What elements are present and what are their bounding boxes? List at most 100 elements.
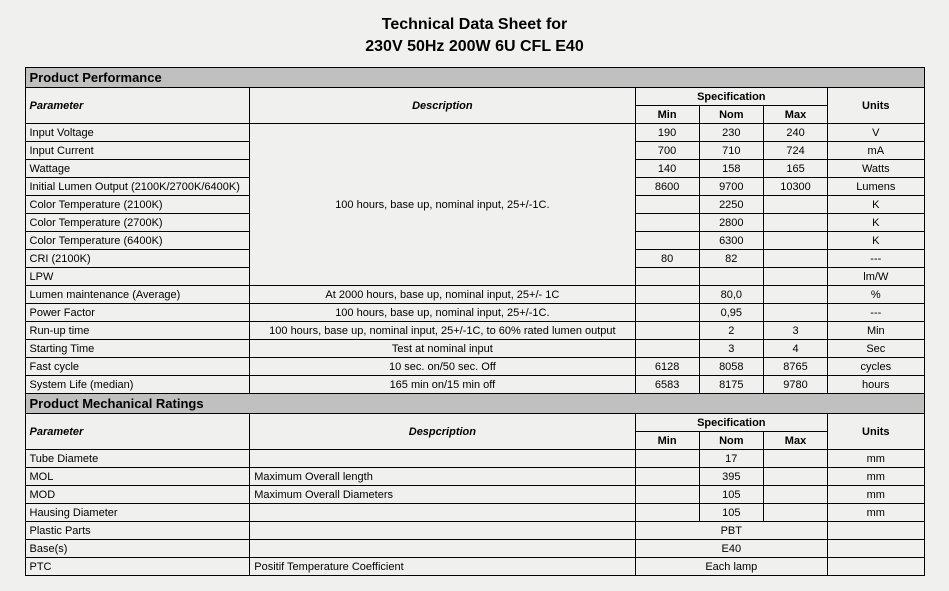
cell-desc: Maximum Overall length xyxy=(250,468,635,486)
cell-nom: 158 xyxy=(699,160,763,178)
table-row: Plastic PartsPBT xyxy=(25,522,924,540)
table-row: Run-up time100 hours, base up, nominal i… xyxy=(25,322,924,340)
cell-min xyxy=(635,340,699,358)
cell-units xyxy=(828,540,924,558)
cell-param: CRI (2100K) xyxy=(25,250,250,268)
data-sheet: Technical Data Sheet for 230V 50Hz 200W … xyxy=(25,10,925,576)
cell-min xyxy=(635,486,699,504)
cell-max xyxy=(763,286,827,304)
cell-desc: 100 hours, base up, nominal input, 25+/-… xyxy=(250,322,635,340)
cell-max: 240 xyxy=(763,124,827,142)
cell-param: PTC xyxy=(25,558,250,576)
header-row-1: ParameterDescriptionSpecificationUnits xyxy=(25,88,924,106)
cell-nom: 2800 xyxy=(699,214,763,232)
cell-param: Plastic Parts xyxy=(25,522,250,540)
col-specification: Specification xyxy=(635,88,828,106)
cell-min xyxy=(635,468,699,486)
cell-units: --- xyxy=(828,250,924,268)
cell-min: 8600 xyxy=(635,178,699,196)
col-units: Units xyxy=(828,414,924,450)
cell-max: 8765 xyxy=(763,358,827,376)
cell-desc: 165 min on/15 min off xyxy=(250,376,635,394)
cell-min: 6128 xyxy=(635,358,699,376)
cell-desc: 10 sec. on/50 sec. Off xyxy=(250,358,635,376)
cell-max: 4 xyxy=(763,340,827,358)
col-description: Despcription xyxy=(250,414,635,450)
table-row: Fast cycle10 sec. on/50 sec. Off61288058… xyxy=(25,358,924,376)
cell-max: 165 xyxy=(763,160,827,178)
section-title-cell: Product Performance xyxy=(25,68,924,88)
col-min: Min xyxy=(635,106,699,124)
cell-nom: 82 xyxy=(699,250,763,268)
section-title-cell: Product Mechanical Ratings xyxy=(25,394,924,414)
cell-units: K xyxy=(828,196,924,214)
table-row: Hausing Diameter105mm xyxy=(25,504,924,522)
cell-max: 9780 xyxy=(763,376,827,394)
cell-nom: 105 xyxy=(699,486,763,504)
cell-param: LPW xyxy=(25,268,250,286)
table-row: Lumen maintenance (Average)At 2000 hours… xyxy=(25,286,924,304)
table-row: Power Factor100 hours, base up, nominal … xyxy=(25,304,924,322)
cell-max xyxy=(763,486,827,504)
cell-max xyxy=(763,504,827,522)
col-min: Min xyxy=(635,432,699,450)
section-performance: Product Performance xyxy=(25,68,924,88)
cell-nom: 8058 xyxy=(699,358,763,376)
cell-nom: 80,0 xyxy=(699,286,763,304)
cell-desc: Positif Temperature Coefficient xyxy=(250,558,635,576)
cell-units: % xyxy=(828,286,924,304)
header-row-1: ParameterDespcriptionSpecificationUnits xyxy=(25,414,924,432)
cell-max xyxy=(763,232,827,250)
cell-max: 724 xyxy=(763,142,827,160)
cell-nom: 2 xyxy=(699,322,763,340)
sheet-title: Technical Data Sheet for 230V 50Hz 200W … xyxy=(25,10,925,67)
cell-min: 700 xyxy=(635,142,699,160)
cell-spec-span: E40 xyxy=(635,540,828,558)
cell-units: K xyxy=(828,232,924,250)
title-line-2: 230V 50Hz 200W 6U CFL E40 xyxy=(25,36,925,58)
cell-param: Input Voltage xyxy=(25,124,250,142)
section-mechanical: Product Mechanical Ratings xyxy=(25,394,924,414)
cell-param: Base(s) xyxy=(25,540,250,558)
cell-max: 3 xyxy=(763,322,827,340)
cell-min xyxy=(635,304,699,322)
cell-param: Power Factor xyxy=(25,304,250,322)
cell-nom: 9700 xyxy=(699,178,763,196)
table-row: MOLMaximum Overall length 395 mm xyxy=(25,468,924,486)
col-parameter: Parameter xyxy=(25,414,250,450)
spec-table: Product PerformanceParameterDescriptionS… xyxy=(25,67,925,576)
cell-max: 10300 xyxy=(763,178,827,196)
cell-nom: 395 xyxy=(699,468,763,486)
cell-max xyxy=(763,196,827,214)
table-row: PTCPositif Temperature CoefficientEach l… xyxy=(25,558,924,576)
table-row: MODMaximum Overall Diameters105mm xyxy=(25,486,924,504)
cell-min: 140 xyxy=(635,160,699,178)
cell-param: MOL xyxy=(25,468,250,486)
col-units: Units xyxy=(828,88,924,124)
cell-nom xyxy=(699,268,763,286)
cell-desc xyxy=(250,522,635,540)
col-nom: Nom xyxy=(699,106,763,124)
cell-nom: 105 xyxy=(699,504,763,522)
cell-units: lm/W xyxy=(828,268,924,286)
table-row: System Life (median)165 min on/15 min of… xyxy=(25,376,924,394)
cell-nom: 6300 xyxy=(699,232,763,250)
cell-units: Lumens xyxy=(828,178,924,196)
cell-param: Hausing Diameter xyxy=(25,504,250,522)
cell-min xyxy=(635,450,699,468)
table-row: Starting TimeTest at nominal input34Sec xyxy=(25,340,924,358)
cell-param: MOD xyxy=(25,486,250,504)
cell-min: 6583 xyxy=(635,376,699,394)
cell-desc xyxy=(250,504,635,522)
cell-max xyxy=(763,450,827,468)
table-row: Base(s) E40 xyxy=(25,540,924,558)
cell-nom: 2250 xyxy=(699,196,763,214)
table-row: Tube Diamete17mm xyxy=(25,450,924,468)
cell-desc: Maximum Overall Diameters xyxy=(250,486,635,504)
cell-min xyxy=(635,322,699,340)
col-specification: Specification xyxy=(635,414,828,432)
cell-max xyxy=(763,268,827,286)
cell-param: Initial Lumen Output (2100K/2700K/6400K) xyxy=(25,178,250,196)
cell-max xyxy=(763,304,827,322)
cell-units: mm xyxy=(828,468,924,486)
